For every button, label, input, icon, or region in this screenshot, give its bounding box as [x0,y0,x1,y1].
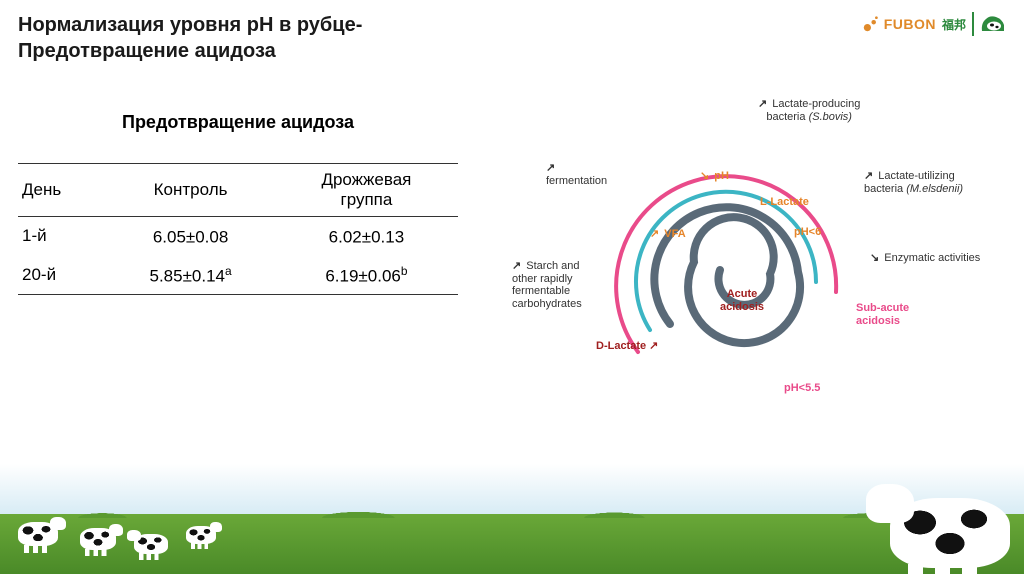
acidosis-spiral-diagram: ↗ Lactate-producingbacteria (S.bovis) ↗ … [508,92,948,422]
ext-label: ↗ Lactate-producingbacteria (S.bovis) [758,98,860,123]
cow-icon [80,528,116,550]
fubon-logo: FUBON 福邦 [862,15,966,33]
fubon-dots-icon [862,15,880,33]
logo-divider [972,12,974,36]
col-day: День [18,164,106,217]
title-line2: Предотвращение ацидоза [18,40,276,62]
ext-label: ↗ Starch andother rapidlyfermentablecarb… [512,260,582,311]
cow-icon [186,526,216,544]
col-control: Контроль [106,164,275,217]
orange-label: ↗ VFA [650,228,686,241]
col-yeast: Дрожжевая группа [275,164,458,217]
cell-control: 5.85±0.14a [106,256,275,295]
orange-label: pH<6 [794,226,821,239]
footer-scene [0,464,1024,574]
table-caption: Предотвращение ацидоза [18,112,458,133]
cell-yeast: 6.19±0.06b [275,256,458,295]
cell-day: 20-й [18,256,106,295]
table-header-row: День Контроль Дрожжевая группа [18,164,458,217]
ext-label: ↗ Lactate-utilizingbacteria (M.elsdenii) [864,170,963,195]
pink-label: Sub-acuteacidosis [856,302,909,327]
data-table: День Контроль Дрожжевая группа 1-й 6.05±… [18,163,458,295]
cow-icon [18,522,58,546]
logo-text: FUBON [884,16,936,32]
cow-icon [134,534,168,554]
ext-label: ↘ Enzymatic activities [870,252,980,265]
slide-content: Предотвращение ацидоза День Контроль Дро… [0,72,1024,422]
red-label: D-Lactate ↗ [596,340,658,353]
diagram-panel: ↗ Lactate-producingbacteria (S.bovis) ↗ … [488,92,1006,422]
slide-header: Нормализация уровня рН в рубце- Предотвр… [0,0,1024,72]
table-panel: Предотвращение ацидоза День Контроль Дро… [18,92,458,422]
logo-area: FUBON 福邦 [862,12,1006,36]
cow-badge-icon [980,13,1006,35]
ext-label: ↗ fermentation [546,162,607,187]
orange-label: ↘ pH [700,170,729,183]
cell-control: 6.05±0.08 [106,217,275,256]
red-label: Acuteacidosis [720,288,764,313]
slide-title: Нормализация уровня рН в рубце- Предотвр… [18,12,362,64]
cell-day: 1-й [18,217,106,256]
logo-cn: 福邦 [942,16,966,33]
cow-large-icon [890,498,1010,568]
title-line1: Нормализация уровня рН в рубце- [18,14,362,36]
table-row: 1-й 6.05±0.08 6.02±0.13 [18,217,458,256]
pink-label: pH<5.5 [784,382,820,395]
cell-yeast: 6.02±0.13 [275,217,458,256]
orange-label: L-Lactate [760,196,809,209]
table-row: 20-й 5.85±0.14a 6.19±0.06b [18,256,458,295]
